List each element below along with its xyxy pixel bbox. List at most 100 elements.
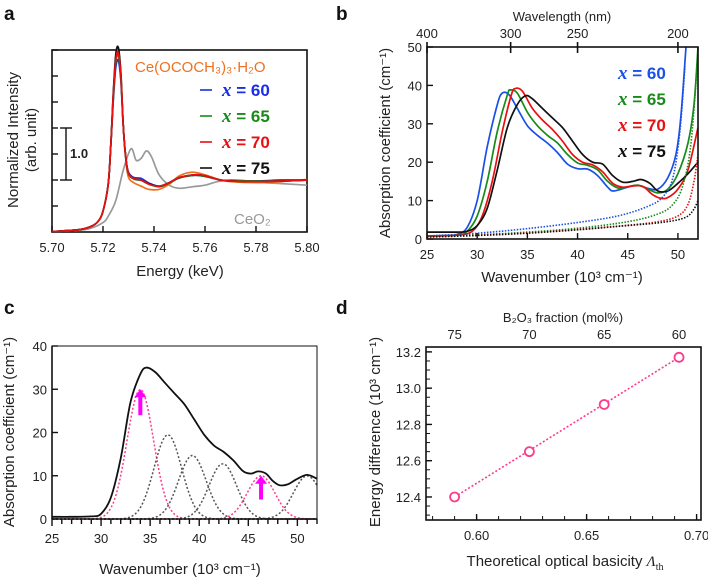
d-top-xtick-label: 65 <box>597 327 611 342</box>
a-label-ceo2: CeO₂ <box>234 211 271 228</box>
panel-label-d: d <box>336 298 348 319</box>
d-top-xlabel: B₂O₃ fraction (mol%) <box>503 310 623 325</box>
b-series-4-dotted <box>426 66 686 237</box>
a-series-5 <box>51 50 308 233</box>
c-xtick-label: 35 <box>143 531 157 546</box>
a-legend-entry: x = 65 <box>221 106 270 127</box>
a-xlabel: Energy (keV) <box>136 263 224 280</box>
d-xlabel-text: Theoretical optical basicity <box>467 553 647 570</box>
legend-variable: x <box>221 158 232 179</box>
d-data-point <box>673 351 685 363</box>
b-ytick-label: 40 <box>408 78 422 93</box>
b-ytick-label: 30 <box>408 117 422 132</box>
c-xtick-label: 45 <box>241 531 255 546</box>
legend-value: = 75 <box>628 142 666 161</box>
b-xtick-label: 50 <box>671 247 685 262</box>
c-spectrum-line <box>51 366 318 518</box>
legend-value: = 65 <box>628 90 666 109</box>
d-xtick-label: 0.60 <box>464 528 489 543</box>
b-legend-entry: x = 65 <box>617 89 666 110</box>
legend-variable: x <box>617 89 628 110</box>
b-ytick-label: 0 <box>415 232 422 247</box>
b-xtick-label: 45 <box>621 247 635 262</box>
a-legend-entry: x = 75 <box>221 158 270 179</box>
c-gaussian-component-3 <box>52 463 317 520</box>
d-fit-line <box>454 356 680 498</box>
c-ytick-label: 20 <box>33 426 47 441</box>
b-top-xtick-label: 200 <box>667 26 689 41</box>
b-top-xtick-label: 250 <box>567 26 589 41</box>
d-ylabel: Energy difference (10³ cm⁻¹) <box>367 337 384 527</box>
b-ytick-label: 20 <box>408 155 422 170</box>
c-xtick-label: 50 <box>290 531 304 546</box>
b-xlabel: Wavenumber (10³ cm⁻¹) <box>481 269 643 286</box>
legend-variable: x <box>221 80 232 101</box>
d-data-point <box>449 491 461 503</box>
c-xlabel: Wavenumber (10³ cm⁻¹) <box>99 561 261 578</box>
a-label-cerium-acetate: Ce(OCOCH₃)₃·H₂O <box>135 59 266 76</box>
a-plot-frame <box>51 49 308 233</box>
d-ytick-label: 13.0 <box>396 381 421 396</box>
d-plot-frame <box>425 346 702 521</box>
b-legend-entry: x = 75 <box>617 141 666 162</box>
legend-variable: x <box>221 106 232 127</box>
c-ytick-label: 30 <box>33 382 47 397</box>
a-xtick-label: 5.70 <box>39 240 64 255</box>
b-top-xtick-label: 300 <box>500 26 522 41</box>
d-ytick-label: 12.8 <box>396 417 421 432</box>
a-xtick-label: 5.76 <box>192 240 217 255</box>
legend-variable: x <box>221 132 232 153</box>
b-top-xtick-label: 400 <box>416 26 438 41</box>
legend-value: = 75 <box>232 159 270 178</box>
d-xlabel-symbol: Λ <box>645 554 656 570</box>
legend-value: = 60 <box>232 81 270 100</box>
legend-variable: x <box>617 63 628 84</box>
d-data-point <box>524 446 535 458</box>
a-legend-entry: x = 70 <box>221 132 270 153</box>
panel-label-a: a <box>4 4 15 25</box>
b-ytick-label: 50 <box>408 40 422 55</box>
b-series-0 <box>426 46 687 237</box>
legend-variable: x <box>617 115 628 136</box>
c-gaussian-component-2 <box>52 454 317 520</box>
c-gaussian-component-0 <box>52 388 317 520</box>
legend-value: = 65 <box>232 107 270 126</box>
d-xlabel: Theoretical optical basicity Λth <box>467 553 664 573</box>
b-series-5-dotted <box>426 54 699 238</box>
d-ytick-label: 13.2 <box>396 345 421 360</box>
c-xtick-label: 30 <box>94 531 108 546</box>
b-top-xlabel: Wavelength (nm) <box>513 9 612 24</box>
b-ylabel: Absorption coefficient (cm⁻¹) <box>377 48 394 238</box>
b-xtick-label: 35 <box>520 247 534 262</box>
d-ytick-label: 12.6 <box>396 454 421 469</box>
b-xtick-label: 30 <box>470 247 484 262</box>
a-xtick-label: 5.74 <box>141 240 166 255</box>
d-top-xtick-label: 75 <box>447 327 461 342</box>
legend-value: = 70 <box>232 133 270 152</box>
d-xtick-label: 0.65 <box>574 528 599 543</box>
panel-label-b: b <box>336 4 348 25</box>
a-ylabel-1: Normalized Intensity <box>5 72 22 208</box>
b-legend-entry: x = 70 <box>617 115 666 136</box>
c-gaussian-component-4 <box>52 475 318 520</box>
b-series-2 <box>426 87 699 237</box>
b-xtick-label: 25 <box>420 247 434 262</box>
b-series-3 <box>426 94 699 233</box>
legend-variable: x <box>617 141 628 162</box>
a-xtick-label: 5.80 <box>294 240 319 255</box>
d-top-xtick-label: 70 <box>522 327 536 342</box>
b-plot-frame <box>426 46 699 240</box>
c-arrow-head <box>255 475 268 484</box>
c-plot-frame <box>51 345 318 520</box>
legend-value: = 60 <box>628 64 666 83</box>
a-legend-entry: x = 60 <box>221 80 270 101</box>
panel-label-c: c <box>4 298 15 319</box>
d-ytick-label: 12.4 <box>396 490 421 505</box>
d-top-xtick-label: 60 <box>672 327 686 342</box>
a-xtick-label: 5.72 <box>90 240 115 255</box>
c-gaussian-component-1 <box>52 433 317 520</box>
d-xlabel-sub: th <box>656 562 664 573</box>
a-scale-bar-label: 1.0 <box>70 146 88 161</box>
a-ylabel-2: (arb. unit) <box>23 108 40 172</box>
